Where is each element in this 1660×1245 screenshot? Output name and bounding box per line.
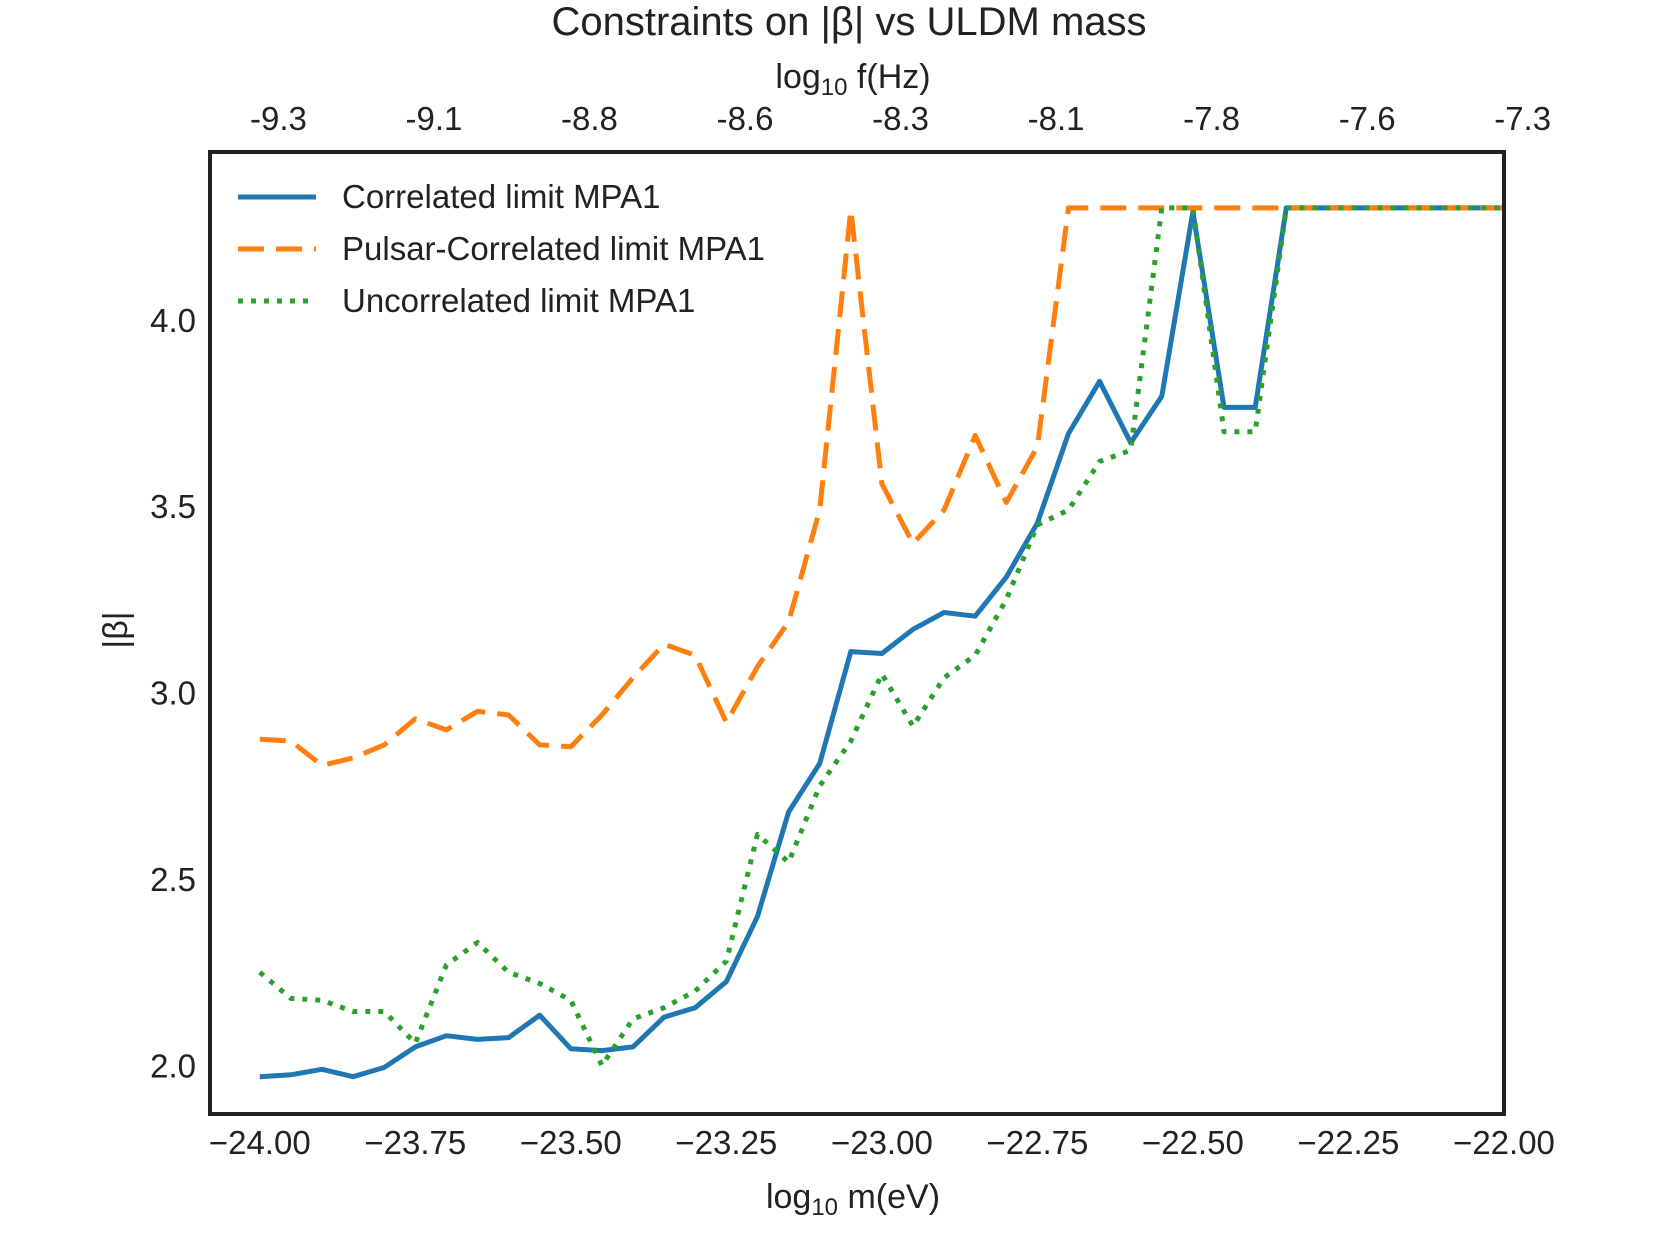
top-tick-label: -7.6 [1339,100,1396,137]
plot-frame [208,150,1506,1116]
y-tick-label: 2.0 [150,1048,196,1085]
top-tick-label: -7.8 [1183,100,1240,137]
top-tick-label: -9.3 [250,100,307,137]
series-layer [258,205,1504,1080]
x-tick-labels: −24.00 −23.75 −23.50 −23.25 −23.00 −22.75 −22.… [209,1124,1555,1161]
legend-label: Uncorrelated limit MPA1 [342,282,695,319]
x-tick-label: −22.75 [986,1124,1088,1161]
x-tick-label: −23.75 [364,1124,466,1161]
y-tick-labels: 2.0 2.5 3.0 3.5 4.0 [150,302,196,1085]
series-line-3 [258,205,1504,1068]
top-tick-label: -8.8 [561,100,618,137]
top-tick-label: -9.1 [406,100,463,137]
x-tick-label: −22.25 [1298,1124,1400,1161]
x-tick-label: −24.00 [209,1124,311,1161]
top-tick-label: -8.6 [717,100,774,137]
legend-label: Pulsar-Correlated limit MPA1 [342,230,765,267]
y-tick-label: 2.5 [150,861,196,898]
top-tick-label: -8.3 [872,100,929,137]
x-tick-label: −23.00 [831,1124,933,1161]
x-tick-label: −22.00 [1453,1124,1555,1161]
legend-label: Correlated limit MPA1 [342,178,660,215]
chart-title: Constraints on |β| vs ULDM mass [551,0,1146,44]
top-tick-label: -7.3 [1494,100,1551,137]
x-tick-label: −23.50 [520,1124,622,1161]
top-axis-label: log10 f(Hz) [775,58,930,101]
y-axis-label: |β| [97,611,135,648]
legend: Correlated limit MPA1 Pulsar-Correlated l… [238,178,765,319]
series-line-2 [259,205,1504,768]
x-tick-label: −22.50 [1142,1124,1244,1161]
y-tick-label: 4.0 [150,302,196,339]
y-tick-label: 3.0 [150,675,196,712]
top-tick-label: -8.1 [1028,100,1085,137]
x-axis-label: log10 m(eV) [766,1178,940,1221]
series-line-1 [259,205,1504,1080]
y-tick-label: 3.5 [150,488,196,525]
x-tick-label: −23.25 [675,1124,777,1161]
top-tick-labels: -9.3 -9.1 -8.8 -8.6 -8.3 -8.1 -7.8 -7.6 -7.3 [250,100,1551,137]
